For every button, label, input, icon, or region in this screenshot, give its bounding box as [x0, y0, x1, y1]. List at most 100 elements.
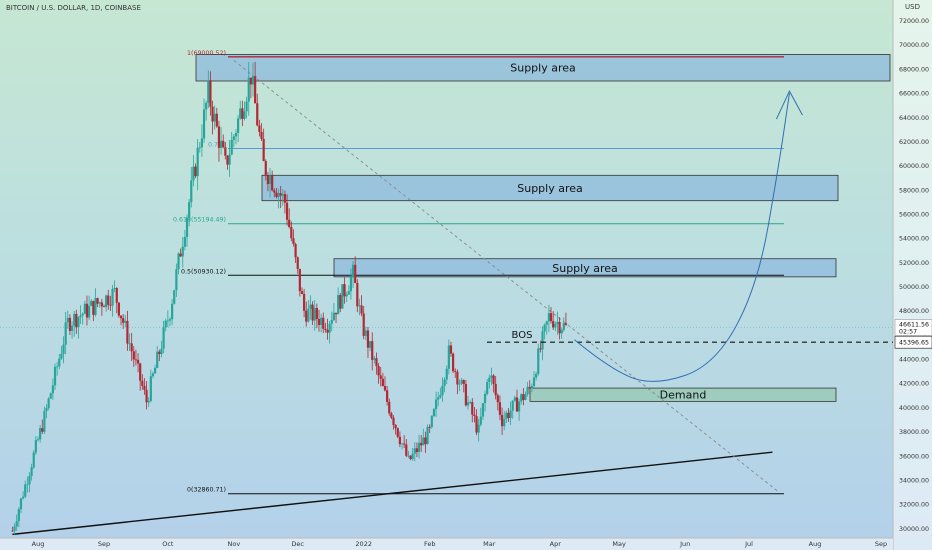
candle-down[interactable] [215, 113, 218, 127]
candle-down[interactable] [211, 106, 214, 122]
candle-down[interactable] [420, 442, 423, 446]
candle-up[interactable] [345, 294, 348, 297]
candle-down[interactable] [464, 384, 467, 406]
candle-up[interactable] [149, 376, 152, 401]
candle-up[interactable] [483, 393, 487, 404]
candle-up[interactable] [349, 277, 353, 292]
candle-down[interactable] [354, 264, 357, 284]
candle-down[interactable] [290, 227, 293, 239]
candle-up[interactable] [192, 166, 195, 181]
candle-down[interactable] [75, 313, 78, 328]
candle-up[interactable] [422, 437, 425, 446]
candle-down[interactable] [117, 302, 120, 316]
candle-down[interactable] [305, 310, 308, 322]
candle-down[interactable] [298, 268, 301, 292]
candle-down[interactable] [100, 302, 103, 307]
candle-down[interactable] [528, 386, 531, 389]
candle-up[interactable] [56, 366, 59, 368]
candle-up[interactable] [281, 194, 284, 196]
candle-up[interactable] [168, 319, 172, 321]
candle-up[interactable] [202, 109, 206, 139]
candle-up[interactable] [530, 385, 533, 389]
candle-up[interactable] [432, 409, 436, 417]
candle-down[interactable] [68, 317, 72, 331]
candle-up[interactable] [458, 383, 461, 385]
candle-down[interactable] [452, 353, 455, 372]
candle-down[interactable] [558, 321, 561, 334]
candle-up[interactable] [426, 426, 429, 445]
candle-up[interactable] [175, 269, 178, 291]
candle-up[interactable] [407, 455, 410, 457]
candle-down[interactable] [494, 383, 497, 396]
candle-down[interactable] [139, 363, 142, 381]
candle-up[interactable] [198, 147, 201, 149]
candle-up[interactable] [70, 325, 74, 331]
candle-down[interactable] [300, 291, 304, 294]
candle-down[interactable] [500, 414, 504, 427]
candle-down[interactable] [515, 397, 519, 412]
candle-down[interactable] [379, 375, 382, 379]
candle-up[interactable] [307, 308, 310, 322]
demand-zone[interactable] [529, 387, 837, 402]
candle-up[interactable] [28, 475, 31, 485]
candle-up[interactable] [309, 304, 312, 309]
candle-up[interactable] [77, 317, 80, 328]
candle-up[interactable] [443, 379, 446, 386]
candle-up[interactable] [124, 320, 127, 323]
candle-down[interactable] [375, 358, 378, 367]
candle-up[interactable] [19, 498, 23, 510]
candle-down[interactable] [266, 175, 270, 185]
candle-down[interactable] [398, 436, 401, 445]
candle-down[interactable] [394, 425, 397, 429]
candle-down[interactable] [143, 385, 146, 390]
candle-down[interactable] [109, 304, 112, 306]
candle-down[interactable] [249, 77, 252, 85]
candle-up[interactable] [188, 202, 191, 218]
candle-down[interactable] [322, 317, 325, 329]
candle-down[interactable] [119, 315, 123, 319]
candle-up[interactable] [328, 323, 331, 333]
candle-up[interactable] [251, 76, 255, 85]
candle-up[interactable] [60, 353, 63, 359]
candle-down[interactable] [356, 283, 359, 307]
candle-up[interactable] [51, 385, 55, 394]
candle-down[interactable] [41, 428, 44, 432]
candle-down[interactable] [285, 202, 289, 220]
candle-down[interactable] [396, 428, 399, 437]
candle-down[interactable] [209, 80, 212, 107]
candle-up[interactable] [230, 139, 233, 155]
candle-down[interactable] [492, 375, 495, 384]
candle-up[interactable] [26, 484, 29, 486]
candle-down[interactable] [275, 192, 278, 197]
candle-up[interactable] [245, 101, 248, 112]
candle-up[interactable] [532, 377, 536, 386]
candle-down[interactable] [549, 313, 553, 322]
candle-up[interactable] [554, 323, 557, 328]
candle-down[interactable] [324, 328, 327, 330]
candle-up[interactable] [64, 322, 67, 345]
candle-down[interactable] [392, 417, 395, 426]
candle-up[interactable] [24, 484, 27, 497]
supply-zone[interactable] [195, 54, 891, 82]
candle-up[interactable] [268, 175, 272, 185]
candle-down[interactable] [428, 426, 431, 428]
candle-up[interactable] [332, 312, 336, 320]
candle-up[interactable] [460, 380, 463, 384]
candle-down[interactable] [424, 437, 427, 445]
candle-up[interactable] [15, 521, 18, 527]
candle-down[interactable] [296, 257, 299, 269]
candle-up[interactable] [200, 138, 204, 148]
candle-down[interactable] [85, 303, 89, 318]
candle-up[interactable] [469, 402, 472, 403]
candle-up[interactable] [513, 397, 516, 401]
candle-up[interactable] [147, 400, 150, 403]
candle-up[interactable] [237, 118, 240, 133]
candle-down[interactable] [271, 175, 274, 191]
candle-down[interactable] [260, 131, 263, 139]
candle-down[interactable] [262, 138, 265, 162]
candle-down[interactable] [552, 321, 555, 328]
candle-up[interactable] [277, 193, 280, 197]
candle-up[interactable] [166, 320, 169, 322]
candle-down[interactable] [405, 444, 408, 456]
candle-down[interactable] [126, 320, 129, 344]
